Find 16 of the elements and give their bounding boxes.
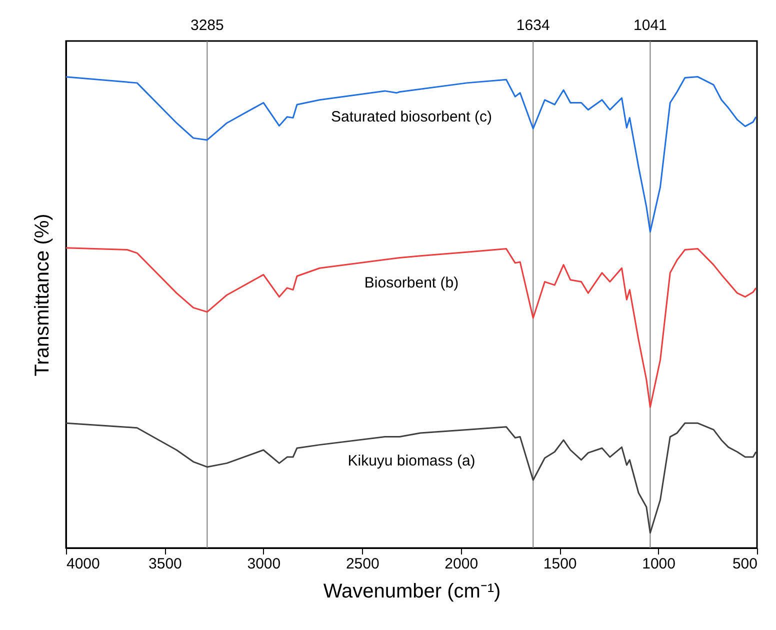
x-tick-label: 4000 [66,556,100,572]
ref-line-label: 1634 [516,17,550,34]
y-axis-title: Transmittance (%) [32,214,54,376]
series-label: Saturated biosorbent (c) [331,108,492,126]
x-tick-label: 2000 [444,556,478,572]
series-label: Kikuyu biomass (a) [348,452,476,470]
series-label: Biosorbent (b) [364,274,459,292]
ref-line-label: 1041 [634,17,667,34]
x-tick-label: 2500 [346,556,380,572]
x-tick-label: 1000 [642,556,676,572]
x-tick-label: 1500 [543,556,577,572]
x-tick-label: 500 [732,556,758,572]
x-tick-label: 3500 [148,556,182,572]
ref-line-label: 3285 [190,17,224,34]
x-axis-title: Wavenumber (cm⁻¹) [323,580,501,602]
x-tick-label: 3000 [247,556,281,572]
